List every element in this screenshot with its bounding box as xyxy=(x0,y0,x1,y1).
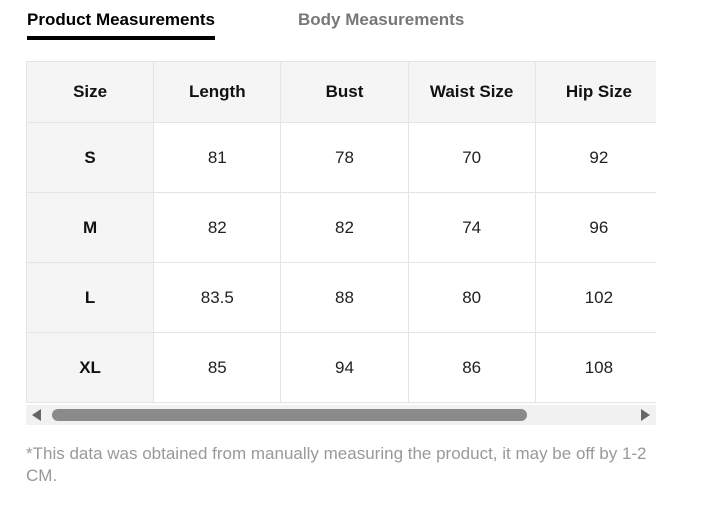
scroll-left[interactable] xyxy=(32,409,41,421)
value-cell: 92 xyxy=(534,122,656,193)
value-cell: 94 xyxy=(280,332,409,403)
value-cell: 82 xyxy=(153,192,282,263)
value-cell: 82 xyxy=(280,192,409,263)
value-cell: 108 xyxy=(534,332,656,403)
header-cell: Waist Size xyxy=(407,61,536,123)
scroll-right[interactable] xyxy=(641,409,650,421)
header-cell: Length xyxy=(153,61,282,123)
header-row: Size Length Bust Waist Size Hip Size xyxy=(26,61,656,123)
size-cell: M xyxy=(26,192,155,263)
size-cell: S xyxy=(26,122,155,193)
table-container: Size Length Bust Waist Size Hip Size S 81 78 70 9… xyxy=(26,61,656,403)
table-row: S 81 78 70 92 xyxy=(26,122,656,193)
header-cell: Bust xyxy=(280,61,409,123)
header-cell: Hip Size xyxy=(534,61,656,123)
table-row: L 83.5 88 80 102 xyxy=(26,262,656,333)
value-cell: 81 xyxy=(153,122,282,193)
size-cell: XL xyxy=(26,332,155,403)
tab[interactable]: Body Measurements xyxy=(298,10,465,29)
value-cell: 83.5 xyxy=(153,262,282,333)
value-cell: 70 xyxy=(407,122,536,193)
scroll-thumb[interactable] xyxy=(52,409,527,421)
value-cell: 85 xyxy=(153,332,282,403)
value-cell: 88 xyxy=(280,262,409,333)
value-cell: 78 xyxy=(280,122,409,193)
footnote: *This data was obtained from manually me… xyxy=(26,444,647,485)
value-cell: 74 xyxy=(407,192,536,263)
value-cell: 80 xyxy=(407,262,536,333)
scroll-arrows xyxy=(32,409,650,421)
value-cell: 102 xyxy=(534,262,656,333)
scrollbar[interactable] xyxy=(26,405,656,425)
size-table: Size Length Bust Waist Size Hip Size S 81 78 70 9… xyxy=(26,61,656,403)
size-cell: L xyxy=(26,262,155,333)
value-cell: 96 xyxy=(534,192,656,263)
value-cell: 86 xyxy=(407,332,536,403)
tab-active[interactable]: Product Measurements xyxy=(27,10,215,40)
table-row: XL 85 94 86 108 xyxy=(26,332,656,403)
table-row: M 82 82 74 96 xyxy=(26,192,656,263)
header-cell: Size xyxy=(26,61,155,123)
